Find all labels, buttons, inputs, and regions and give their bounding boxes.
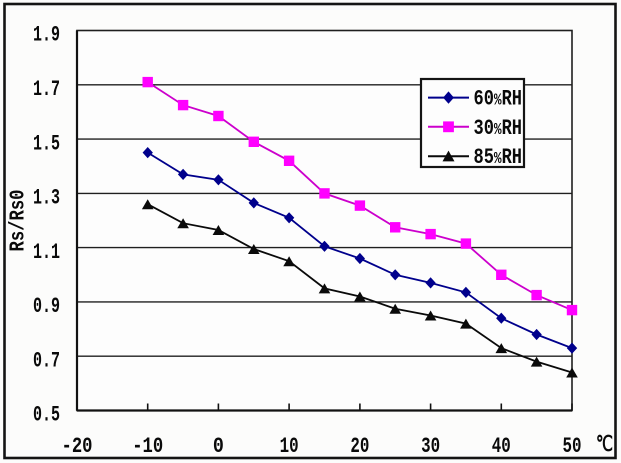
svg-text:50: 50: [563, 434, 582, 459]
svg-text:1.1: 1.1: [33, 240, 60, 265]
svg-text:10: 10: [280, 434, 299, 459]
svg-text:℃: ℃: [596, 434, 613, 458]
svg-text:40: 40: [492, 434, 511, 459]
svg-text:1.9: 1.9: [33, 23, 60, 48]
svg-text:0.7: 0.7: [33, 348, 60, 373]
svg-text:-20: -20: [62, 434, 93, 459]
svg-text:0.9: 0.9: [33, 294, 60, 319]
svg-text:30%RH: 30%RH: [474, 116, 523, 141]
svg-text:20: 20: [350, 434, 369, 459]
svg-text:-10: -10: [132, 434, 163, 459]
svg-text:0.5: 0.5: [33, 403, 60, 428]
svg-text:60%RH: 60%RH: [474, 87, 523, 112]
svg-text:1.7: 1.7: [33, 77, 60, 102]
svg-text:85%RH: 85%RH: [474, 145, 523, 170]
svg-text:0: 0: [213, 434, 224, 459]
svg-text:Rs/Rs0: Rs/Rs0: [7, 190, 31, 252]
svg-text:1.5: 1.5: [33, 131, 60, 156]
svg-text:30: 30: [421, 434, 440, 459]
svg-text:1.3: 1.3: [33, 186, 60, 211]
